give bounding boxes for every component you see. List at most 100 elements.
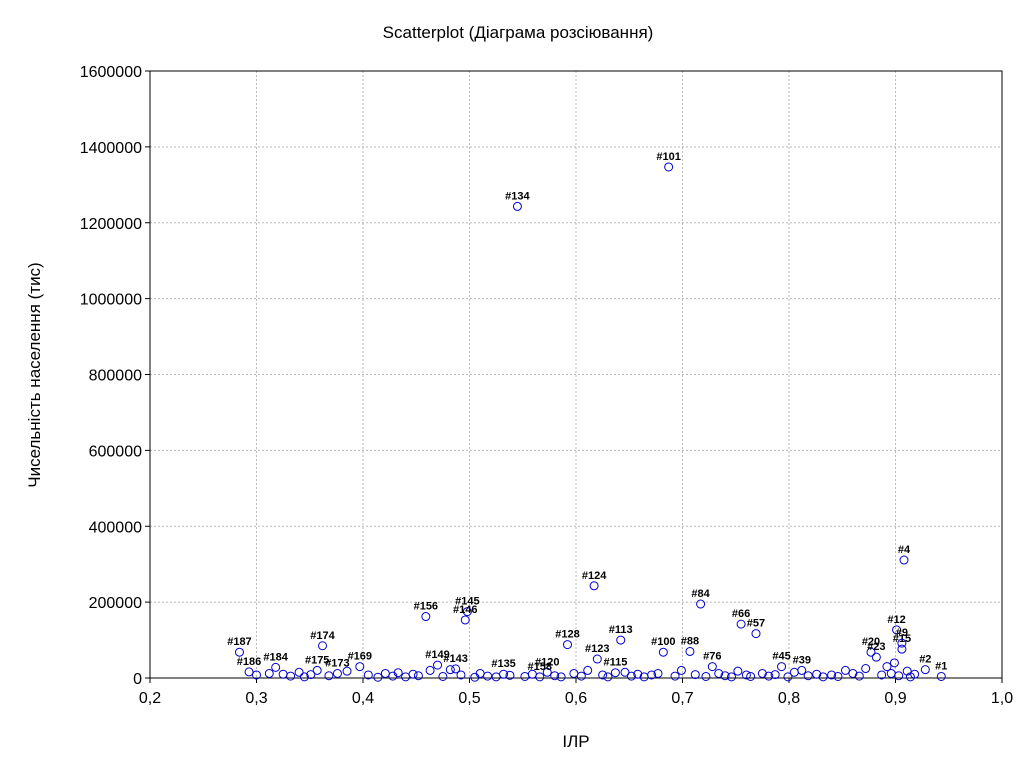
point-label: #45	[772, 651, 790, 663]
scatter-point	[803, 671, 813, 681]
scatter-point	[556, 672, 566, 682]
scatter-point	[690, 670, 700, 680]
point-label: #12	[887, 614, 905, 626]
y-tick-label: 1200000	[80, 216, 142, 233]
scatter-point	[848, 668, 858, 678]
grid-lines	[150, 71, 1002, 678]
point-label: #9	[896, 627, 908, 639]
point-label: #88	[681, 635, 699, 647]
point-label: #76	[703, 651, 721, 663]
scatter-point	[470, 672, 480, 682]
point-label: #143	[443, 653, 467, 665]
scatter-point	[271, 662, 281, 672]
y-tick-label: 800000	[89, 368, 142, 385]
scatter-point	[626, 671, 636, 681]
scatter-point	[616, 635, 626, 645]
point-label: #174	[310, 630, 335, 642]
scatter-point	[897, 644, 907, 654]
scatter-point	[899, 555, 909, 565]
scatter-point	[460, 615, 470, 625]
axis-ticks	[145, 70, 1003, 683]
scatter-point	[670, 671, 680, 681]
scatter-point	[413, 671, 423, 681]
x-tick-label: 0,2	[139, 690, 161, 707]
point-label: #115	[603, 657, 627, 669]
scatter-point	[264, 668, 274, 678]
scatter-point	[244, 667, 254, 677]
scatter-point	[783, 672, 793, 682]
x-tick-label: 0,4	[352, 690, 374, 707]
y-tick-label: 600000	[89, 443, 142, 460]
scatter-point	[234, 647, 244, 657]
scatter-point	[777, 662, 787, 672]
scatter-point	[720, 671, 730, 681]
scatter-point	[764, 671, 774, 681]
scatter-point	[866, 647, 876, 657]
scatter-point	[714, 668, 724, 678]
scatter-point	[252, 670, 261, 680]
y-tick-label: 0	[133, 671, 142, 688]
scatter-point	[746, 671, 756, 681]
scatter-point	[676, 665, 686, 675]
scatter-point	[562, 640, 572, 650]
scatter-point	[294, 667, 304, 677]
point-label: #2	[919, 654, 931, 666]
scatter-point	[827, 670, 837, 680]
scatter-point	[527, 669, 537, 679]
point-label: #4	[898, 544, 911, 556]
scatter-point	[456, 670, 466, 680]
y-tick-label: 200000	[89, 595, 142, 612]
scatter-point	[445, 665, 455, 675]
scatter-point	[483, 671, 493, 681]
point-label: #156	[414, 601, 438, 613]
point-label: #135	[491, 658, 515, 670]
y-tick-label: 1000000	[80, 292, 142, 309]
point-label: #124	[582, 570, 607, 582]
point-label: #175	[305, 654, 329, 666]
scatter-point	[751, 629, 761, 639]
scatter-point	[812, 669, 822, 679]
scatter-point	[897, 638, 907, 648]
x-tick-label: 0,7	[671, 690, 693, 707]
scatter-point	[512, 201, 522, 211]
scatter-point	[658, 647, 668, 657]
y-tick-label: 400000	[89, 519, 142, 536]
point-label: #101	[656, 151, 680, 163]
point-label: #39	[793, 654, 811, 666]
scatter-point	[894, 671, 904, 681]
scatter-point	[726, 672, 736, 682]
y-tick-labels: 0 200000 400000 600000 800000 1000000 1200000 1…	[80, 64, 142, 688]
data-points: #101 #134 #4 #124 #84 #156 #145#146 #66 #12 #57 #1…	[227, 151, 947, 682]
x-tick-label: 0,9	[884, 690, 906, 707]
scatter-point	[892, 625, 902, 635]
point-label: #100	[651, 636, 675, 648]
scatter-point	[871, 652, 881, 662]
scatter-point	[910, 669, 920, 679]
point-label: #158	[528, 661, 552, 673]
scatter-point	[433, 660, 443, 670]
x-axis-label: ІЛР	[562, 732, 589, 751]
scatter-point	[286, 671, 296, 681]
y-axis-label: Чисельність населення (тис)	[25, 262, 44, 487]
point-label: #146	[453, 604, 477, 616]
scatter-point	[520, 671, 530, 681]
scatter-point	[299, 672, 309, 682]
point-label: #187	[227, 636, 251, 648]
scatter-point	[505, 670, 515, 680]
scatter-point	[475, 668, 485, 678]
scatter-point	[886, 668, 896, 678]
scatter-point	[653, 668, 663, 678]
x-tick-label: 0,8	[778, 690, 800, 707]
scatter-point	[696, 599, 706, 609]
scatter-point	[733, 666, 743, 676]
point-label: #84	[691, 588, 710, 600]
point-label: #57	[747, 618, 765, 630]
scatter-point	[373, 672, 383, 682]
point-label: #186	[237, 656, 261, 668]
scatter-point	[936, 671, 946, 681]
point-label: #134	[505, 190, 530, 202]
point-label: #145	[455, 596, 479, 608]
x-tick-label: 0,3	[245, 690, 267, 707]
scatter-point	[770, 670, 780, 680]
scatter-point	[861, 664, 871, 674]
